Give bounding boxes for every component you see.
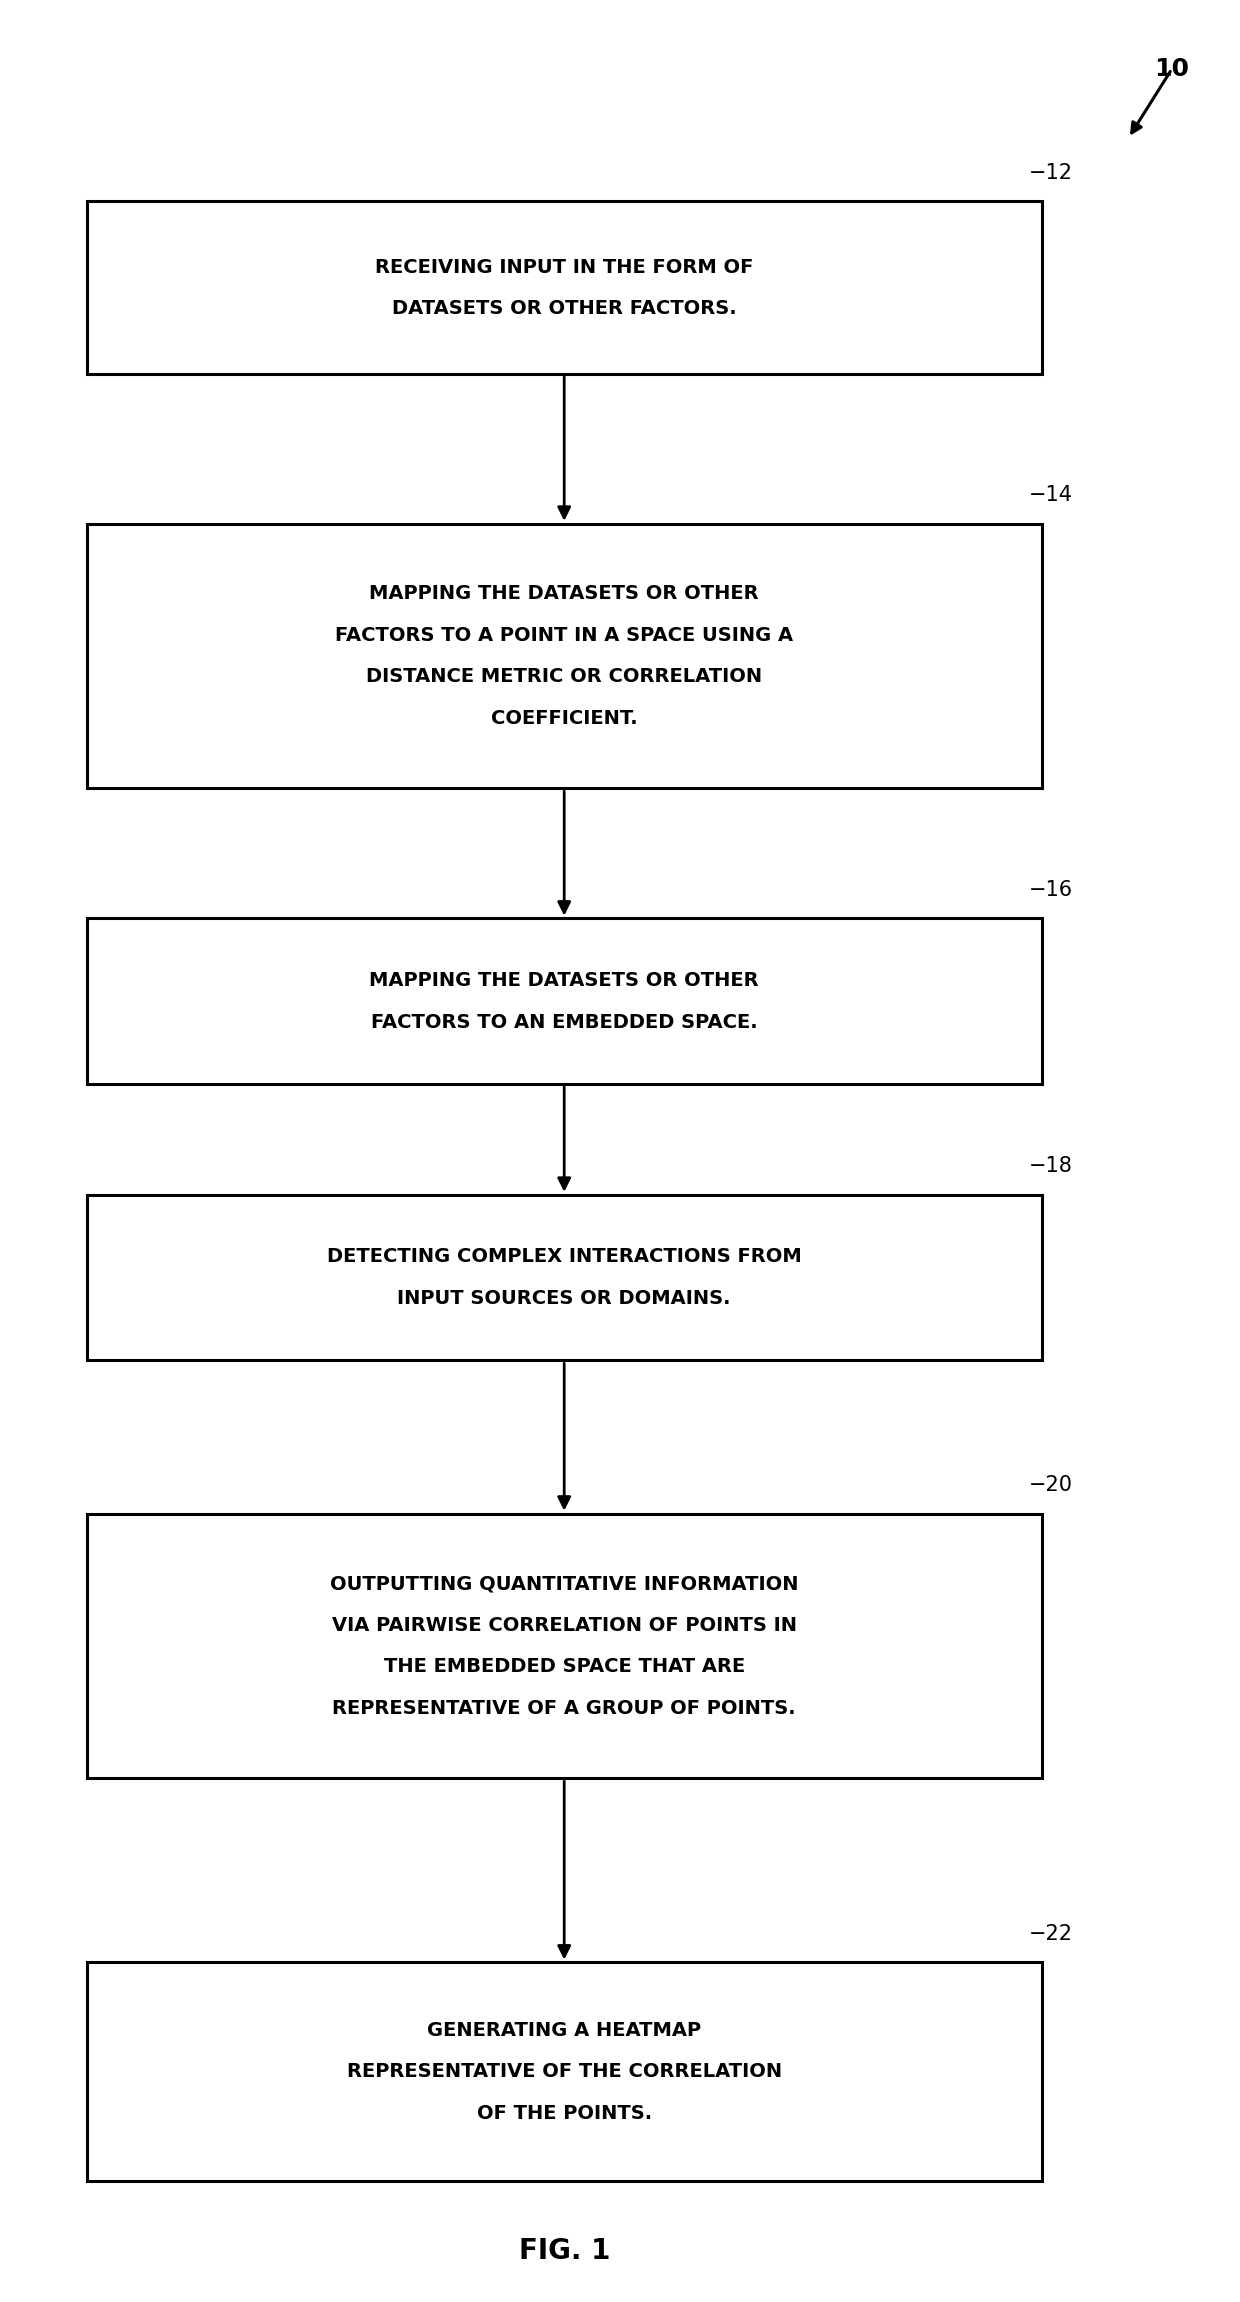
Text: GENERATING A HEATMAP: GENERATING A HEATMAP <box>427 2021 702 2040</box>
Text: DATASETS OR OTHER FACTORS.: DATASETS OR OTHER FACTORS. <box>392 299 737 318</box>
Bar <box>87 203 1042 375</box>
Text: RECEIVING INPUT IN THE FORM OF: RECEIVING INPUT IN THE FORM OF <box>374 258 754 276</box>
Text: MAPPING THE DATASETS OR OTHER: MAPPING THE DATASETS OR OTHER <box>370 971 759 990</box>
Bar <box>87 525 1042 790</box>
Bar <box>87 918 1042 1084</box>
Text: −18: −18 <box>1029 1156 1073 1176</box>
Text: −14: −14 <box>1029 486 1073 506</box>
Text: OF THE POINTS.: OF THE POINTS. <box>476 2104 652 2122</box>
Text: COEFFICIENT.: COEFFICIENT. <box>491 709 637 727</box>
Text: −12: −12 <box>1029 163 1073 184</box>
Text: VIA PAIRWISE CORRELATION OF POINTS IN: VIA PAIRWISE CORRELATION OF POINTS IN <box>331 1616 796 1634</box>
Text: FACTORS TO A POINT IN A SPACE USING A: FACTORS TO A POINT IN A SPACE USING A <box>335 626 794 645</box>
Text: DETECTING COMPLEX INTERACTIONS FROM: DETECTING COMPLEX INTERACTIONS FROM <box>327 1248 801 1266</box>
Bar <box>87 1195 1042 1360</box>
Text: INPUT SOURCES OR DOMAINS.: INPUT SOURCES OR DOMAINS. <box>398 1289 730 1308</box>
Text: OUTPUTTING QUANTITATIVE INFORMATION: OUTPUTTING QUANTITATIVE INFORMATION <box>330 1575 799 1593</box>
Text: −22: −22 <box>1029 1924 1073 1943</box>
Text: 10: 10 <box>1154 58 1189 81</box>
Bar <box>87 1961 1042 2182</box>
Text: −20: −20 <box>1029 1476 1073 1496</box>
Text: REPRESENTATIVE OF THE CORRELATION: REPRESENTATIVE OF THE CORRELATION <box>347 2063 781 2081</box>
Text: FIG. 1: FIG. 1 <box>518 2238 610 2265</box>
Text: REPRESENTATIVE OF A GROUP OF POINTS.: REPRESENTATIVE OF A GROUP OF POINTS. <box>332 1699 796 1717</box>
Text: THE EMBEDDED SPACE THAT ARE: THE EMBEDDED SPACE THAT ARE <box>383 1657 745 1676</box>
Bar <box>87 1515 1042 1779</box>
Text: FACTORS TO AN EMBEDDED SPACE.: FACTORS TO AN EMBEDDED SPACE. <box>371 1013 758 1031</box>
Text: DISTANCE METRIC OR CORRELATION: DISTANCE METRIC OR CORRELATION <box>366 668 763 686</box>
Text: MAPPING THE DATASETS OR OTHER: MAPPING THE DATASETS OR OTHER <box>370 585 759 603</box>
Text: −16: −16 <box>1029 879 1074 900</box>
